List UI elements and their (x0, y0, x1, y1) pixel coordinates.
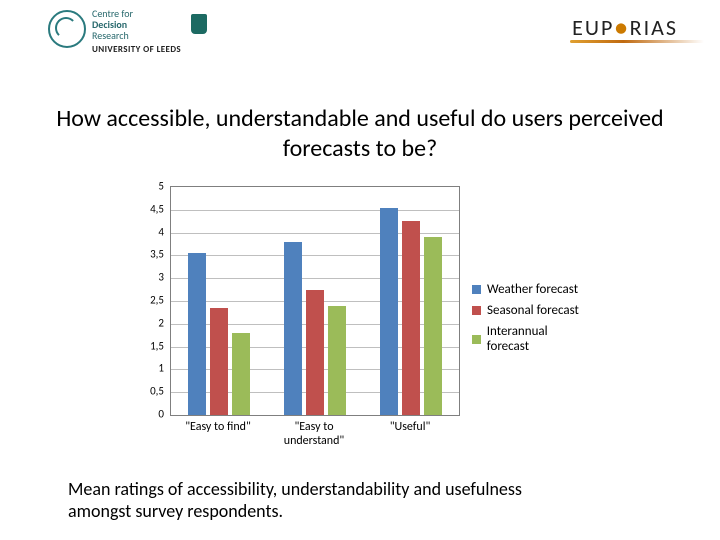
leeds-logo: Centre for Decision Research UNIVERSITY … (48, 8, 207, 55)
y-tick-label: 2 (134, 316, 164, 329)
y-tick-label: 3,5 (134, 248, 164, 261)
euporias-streak-icon (570, 40, 704, 43)
leeds-line3: Research (92, 30, 181, 41)
legend-swatch (472, 285, 481, 294)
bar (380, 208, 398, 415)
y-tick-label: 3 (134, 271, 164, 284)
y-tick-label: 0,5 (134, 385, 164, 398)
legend-item: Seasonal forecast (472, 303, 590, 318)
bar (188, 253, 206, 415)
title-line2: forecasts to be? (283, 134, 437, 163)
bar (402, 221, 420, 415)
caption-line2: amongst survey respondents. (68, 500, 283, 522)
y-tick-label: 4 (134, 225, 164, 238)
legend-label: Interannual forecast (487, 324, 590, 354)
legend-swatch (472, 306, 481, 315)
bar (424, 237, 442, 415)
y-tick-label: 2,5 (134, 294, 164, 307)
leeds-logo-text: Centre for Decision Research UNIVERSITY … (92, 8, 181, 55)
caption-line1: Mean ratings of accessibility, understan… (68, 478, 522, 500)
leeds-university: UNIVERSITY OF LEEDS (92, 44, 181, 55)
bar (284, 242, 302, 415)
legend-label: Weather forecast (487, 282, 578, 297)
x-category-label: "Easy tounderstand" (266, 420, 362, 448)
chart: Weather forecast Seasonal forecast Interan… (136, 180, 590, 450)
caption: Mean ratings of accessibility, understan… (68, 478, 650, 522)
y-tick-label: 1,5 (134, 339, 164, 352)
y-tick-label: 1 (134, 362, 164, 375)
x-category-label: "Useful" (362, 420, 458, 434)
gridline (171, 210, 459, 211)
legend-swatch (472, 335, 481, 344)
bar (306, 290, 324, 415)
bar (232, 333, 250, 415)
y-tick-label: 0 (134, 408, 164, 421)
legend-item: Weather forecast (472, 282, 590, 297)
leeds-swirl-icon (48, 10, 86, 48)
title-line1: How accessible, understandable and usefu… (56, 104, 663, 133)
bar (210, 308, 228, 415)
bar (328, 306, 346, 415)
y-tick-label: 5 (134, 180, 164, 193)
plot-area (170, 186, 460, 416)
euporias-logo: EUP●RIAS (572, 14, 684, 41)
legend: Weather forecast Seasonal forecast Interan… (472, 276, 590, 360)
x-category-label: "Easy to find" (170, 420, 266, 434)
leeds-shield-icon (191, 14, 207, 34)
legend-item: Interannual forecast (472, 324, 590, 354)
legend-label: Seasonal forecast (487, 303, 579, 318)
y-tick-label: 4,5 (134, 202, 164, 215)
slide-title: How accessible, understandable and usefu… (0, 104, 720, 164)
slide: Centre for Decision Research UNIVERSITY … (0, 0, 720, 540)
header: Centre for Decision Research UNIVERSITY … (48, 8, 684, 62)
